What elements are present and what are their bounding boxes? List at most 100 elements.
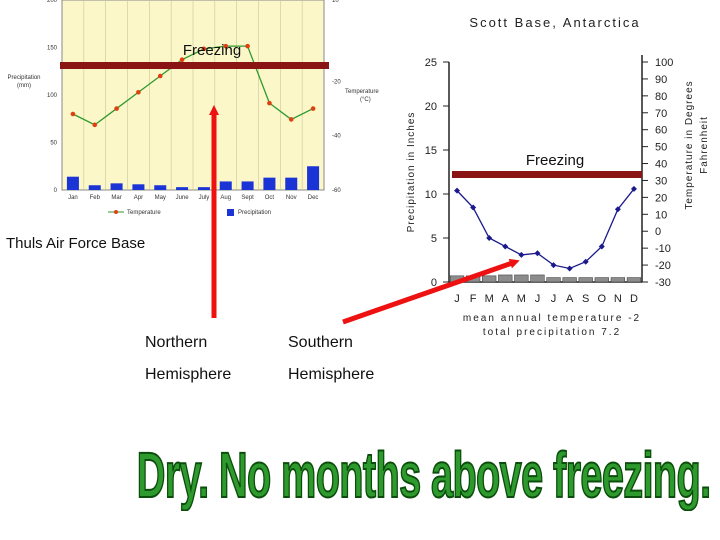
left-precip-bar bbox=[88, 185, 101, 190]
left-temperature-point bbox=[310, 106, 316, 111]
left-rlabel-line2: (°C) bbox=[360, 97, 371, 103]
left-precip-bar bbox=[219, 181, 232, 190]
right-rlabel-line1: Temperature in Degrees bbox=[684, 80, 695, 209]
right-ytick-label: 10 bbox=[425, 189, 437, 201]
left-xtick-label: Mar bbox=[111, 195, 121, 201]
left-precip-bar bbox=[197, 187, 210, 190]
southern-label: Southern bbox=[288, 334, 353, 351]
thule-climograph: 200 150 100 50 0 10 -20 -40 -60 Jan Feb Mar Apr May… bbox=[7, 0, 379, 216]
left-xtick-label: Sept bbox=[241, 195, 254, 201]
hemisphere-label-right: Hemisphere bbox=[288, 366, 374, 383]
right-rtick-label: 80 bbox=[655, 91, 667, 103]
left-xtick-label: Aug bbox=[220, 195, 231, 201]
left-xtick-label: Dec bbox=[308, 195, 319, 201]
left-temperature-point bbox=[136, 89, 141, 95]
right-temperature-point bbox=[582, 258, 589, 265]
right-rtick-label: 40 bbox=[655, 159, 667, 171]
left-temperature-point bbox=[245, 43, 250, 49]
left-precip-bar bbox=[176, 187, 189, 190]
legend-precipitation-swatch bbox=[227, 209, 234, 216]
right-rtick-label: -10 bbox=[655, 243, 671, 255]
right-xtick-label: N bbox=[614, 293, 622, 305]
left-precip-bar bbox=[154, 185, 167, 190]
freezing-label-right: Freezing bbox=[526, 152, 584, 169]
right-xtick-label: F bbox=[470, 293, 477, 305]
left-temperature-point bbox=[114, 106, 119, 111]
legend-temperature-marker bbox=[114, 210, 118, 214]
left-ytick-label: 200 bbox=[47, 0, 58, 4]
right-temperature-point bbox=[470, 204, 477, 211]
right-ytick-label: 15 bbox=[425, 145, 437, 157]
headline: Dry. No months above freezing. bbox=[136, 438, 712, 512]
right-xtick-label: M bbox=[517, 293, 526, 305]
right-precip-bar bbox=[530, 274, 545, 283]
left-precip-bar bbox=[132, 184, 145, 190]
right-temperature-point bbox=[614, 206, 621, 213]
left-precip-bar bbox=[110, 183, 123, 190]
left-precip-bar bbox=[285, 177, 298, 190]
right-precip-bar bbox=[514, 274, 529, 283]
thule-caption: Thuls Air Force Base bbox=[6, 235, 145, 252]
right-temperature-point bbox=[630, 185, 637, 192]
total-precipitation-note: total precipitation 7.2 bbox=[483, 327, 621, 338]
legend-temperature-label: Temperature bbox=[127, 210, 161, 216]
right-xtick-label: M bbox=[485, 293, 494, 305]
right-precip-bar bbox=[594, 277, 609, 283]
right-ytick-label: 25 bbox=[425, 57, 437, 69]
legend-precipitation-label: Precipitation bbox=[238, 210, 271, 216]
left-temperature-point bbox=[92, 122, 98, 128]
left-xtick-label: May bbox=[155, 195, 166, 201]
right-temperature-point bbox=[566, 265, 573, 272]
right-rtick-label: 20 bbox=[655, 192, 667, 204]
arrow-to-scott-base bbox=[342, 258, 520, 325]
right-precip-bar bbox=[610, 277, 626, 283]
mean-annual-temperature-note: mean annual temperature -2 bbox=[463, 313, 641, 324]
right-rtick-label: 10 bbox=[655, 209, 667, 221]
left-temperature-point bbox=[70, 111, 76, 117]
right-rtick-label: 0 bbox=[655, 226, 661, 238]
left-temperature-point bbox=[267, 100, 272, 106]
freezing-line-left bbox=[60, 62, 329, 69]
right-rtick-label: 50 bbox=[655, 142, 667, 154]
right-xtick-label: J bbox=[535, 293, 541, 305]
right-xtick-label: J bbox=[454, 293, 460, 305]
left-precip-bar bbox=[263, 177, 276, 190]
right-temperature-point bbox=[502, 243, 509, 250]
left-rtick-label: -60 bbox=[332, 188, 341, 194]
left-xtick-label: Feb bbox=[90, 195, 101, 201]
left-xtick-label: Jan bbox=[68, 195, 78, 201]
right-xtick-label: D bbox=[630, 293, 638, 305]
left-ytick-label: 150 bbox=[47, 46, 58, 52]
left-xtick-label: Nov bbox=[286, 195, 297, 201]
right-temperature-point bbox=[550, 262, 557, 269]
left-ytick-label: 100 bbox=[47, 93, 58, 99]
right-rtick-label: 30 bbox=[655, 175, 667, 187]
right-precip-bar bbox=[578, 277, 593, 283]
right-precip-bar bbox=[562, 277, 577, 283]
left-precip-bar bbox=[66, 176, 79, 190]
right-xtick-label: S bbox=[582, 293, 589, 305]
right-ylabel: Precipitation in Inches bbox=[406, 112, 417, 233]
right-xtick-label: O bbox=[598, 293, 607, 305]
left-rtick-label: -40 bbox=[332, 134, 341, 140]
left-rtick-label: 10 bbox=[332, 0, 339, 4]
northern-label: Northern bbox=[145, 334, 207, 351]
left-temperature-line bbox=[72, 45, 314, 126]
right-precip-bar bbox=[498, 274, 513, 283]
left-xtick-label: July bbox=[199, 195, 210, 201]
right-precip-bar bbox=[546, 277, 561, 283]
right-rtick-label: 60 bbox=[655, 125, 667, 137]
left-temperature-point bbox=[179, 57, 185, 63]
left-ylabel-line2: (mm) bbox=[17, 83, 31, 89]
right-xtick-label: A bbox=[566, 293, 574, 305]
right-temperature-point bbox=[486, 235, 493, 241]
right-precip-bar bbox=[482, 275, 497, 283]
left-xtick-label: Oct bbox=[265, 195, 275, 201]
left-ytick-label: 50 bbox=[50, 141, 57, 147]
freezing-line-right bbox=[452, 171, 642, 178]
right-precip-bar bbox=[626, 277, 642, 283]
freezing-label-left: Freezing bbox=[183, 42, 241, 59]
left-precip-bar bbox=[307, 166, 320, 190]
